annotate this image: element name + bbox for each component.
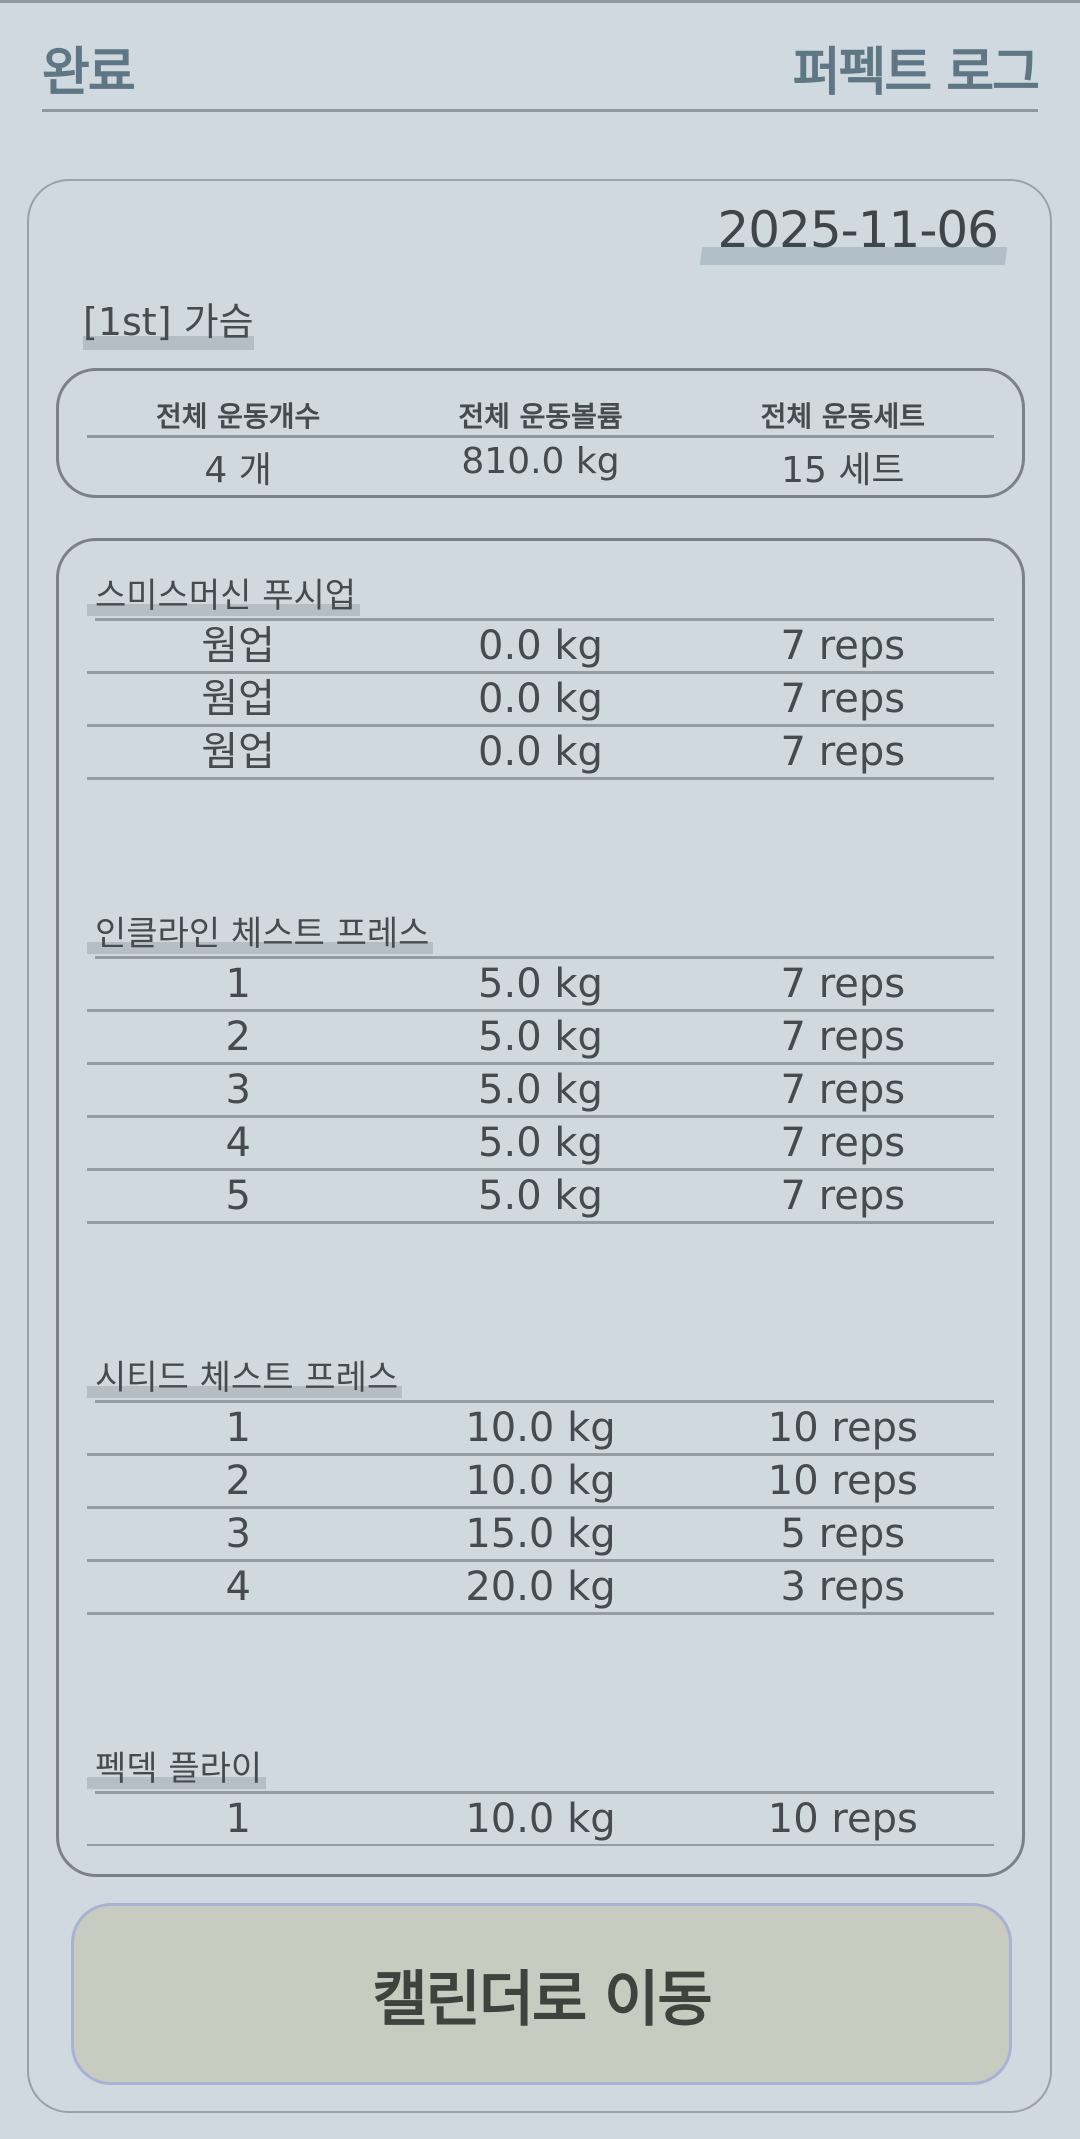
set-row: 웜업 0.0 kg 7 reps xyxy=(87,727,994,780)
set-number: 2 xyxy=(225,1458,251,1504)
set-row: 웜업 0.0 kg 7 reps xyxy=(87,674,994,727)
set-weight: 0.0 kg xyxy=(478,623,603,669)
summary-value-volume: 810.0 kg xyxy=(461,441,620,482)
session-title: [1st] 가슴 xyxy=(83,291,254,350)
app-title: 퍼펙트 로그 xyxy=(792,43,1040,103)
set-reps: 7 reps xyxy=(780,1067,906,1113)
top-header: 완료 퍼펙트 로그 xyxy=(42,43,1040,112)
set-weight: 5.0 kg xyxy=(478,1120,603,1166)
set-reps: 7 reps xyxy=(780,729,906,775)
set-number: 5 xyxy=(225,1173,251,1219)
summary-headers: 전체 운동개수 전체 운동볼륨 전체 운동세트 xyxy=(87,395,994,438)
set-reps: 7 reps xyxy=(780,1120,906,1166)
summary-header-sets: 전체 운동세트 xyxy=(760,400,925,433)
set-weight: 5.0 kg xyxy=(478,1173,603,1219)
go-to-calendar-button[interactable]: 캘린더로 이동 xyxy=(71,1903,1012,2085)
set-weight: 5.0 kg xyxy=(478,961,603,1007)
set-number: 4 xyxy=(225,1564,251,1610)
set-reps: 7 reps xyxy=(780,676,906,722)
summary-value-count: 4 개 xyxy=(204,450,272,491)
summary-header-volume: 전체 운동볼륨 xyxy=(458,400,623,433)
set-reps: 7 reps xyxy=(780,961,906,1007)
set-weight: 20.0 kg xyxy=(465,1564,616,1610)
set-weight: 5.0 kg xyxy=(478,1067,603,1113)
set-number: 2 xyxy=(225,1014,251,1060)
summary-values: 4 개 810.0 kg 15 세트 xyxy=(87,441,994,493)
set-row: 4 20.0 kg 3 reps xyxy=(87,1562,994,1615)
set-number: 웜업 xyxy=(201,676,275,722)
set-row: 4 5.0 kg 7 reps xyxy=(87,1118,994,1171)
exercise-title: 스미스머신 푸시업 xyxy=(87,575,994,621)
set-number: 3 xyxy=(225,1511,251,1557)
exercise-title: 펙덱 플라이 xyxy=(87,1748,994,1794)
set-reps: 7 reps xyxy=(780,1173,906,1219)
set-row: 웜업 0.0 kg 7 reps xyxy=(87,621,994,674)
exercise-section: 인클라인 체스트 프레스 1 5.0 kg 7 reps 2 5.0 kg 7 … xyxy=(87,913,994,1224)
set-reps: 10 reps xyxy=(767,1458,918,1504)
set-reps: 7 reps xyxy=(780,623,906,669)
set-weight: 10.0 kg xyxy=(465,1458,616,1504)
set-weight: 15.0 kg xyxy=(465,1511,616,1557)
set-row: 3 15.0 kg 5 reps xyxy=(87,1509,994,1562)
summary-header-count: 전체 운동개수 xyxy=(156,400,321,433)
set-weight: 10.0 kg xyxy=(465,1405,616,1451)
summary-value-sets: 15 세트 xyxy=(781,450,905,491)
set-number: 웜업 xyxy=(201,623,275,669)
workout-date: 2025-11-06 xyxy=(713,201,1002,259)
set-number: 1 xyxy=(225,961,251,1007)
set-reps: 10 reps xyxy=(767,1405,918,1451)
set-row: 1 10.0 kg 10 reps xyxy=(87,1403,994,1456)
set-reps: 3 reps xyxy=(780,1564,906,1610)
set-number: 3 xyxy=(225,1067,251,1113)
set-weight: 0.0 kg xyxy=(478,676,603,722)
exercise-title: 시티드 체스트 프레스 xyxy=(87,1357,994,1403)
set-row: 2 5.0 kg 7 reps xyxy=(87,1012,994,1065)
set-number: 1 xyxy=(225,1405,251,1451)
set-row: 1 10.0 kg 10 reps xyxy=(87,1794,994,1846)
summary-box: 전체 운동개수 전체 운동볼륨 전체 운동세트 4 개 810.0 kg 15 … xyxy=(56,368,1025,498)
exercise-section: 펙덱 플라이 1 10.0 kg 10 reps 2 10.0 kg 10 re… xyxy=(87,1748,994,1846)
set-weight: 10.0 kg xyxy=(465,1796,616,1842)
set-number: 웜업 xyxy=(201,729,275,775)
exercise-list[interactable]: 스미스머신 푸시업 웜업 0.0 kg 7 reps 웜업 0.0 kg 7 r… xyxy=(56,538,1025,1877)
set-weight: 5.0 kg xyxy=(478,1014,603,1060)
complete-label[interactable]: 완료 xyxy=(42,43,136,103)
set-number: 4 xyxy=(225,1120,251,1166)
set-row: 5 5.0 kg 7 reps xyxy=(87,1171,994,1224)
exercise-title: 인클라인 체스트 프레스 xyxy=(87,913,994,959)
exercise-section: 시티드 체스트 프레스 1 10.0 kg 10 reps 2 10.0 kg … xyxy=(87,1357,994,1615)
set-number: 1 xyxy=(225,1796,251,1842)
exercise-list-scroll[interactable]: 스미스머신 푸시업 웜업 0.0 kg 7 reps 웜업 0.0 kg 7 r… xyxy=(87,575,994,1846)
set-reps: 5 reps xyxy=(780,1511,906,1557)
set-row: 3 5.0 kg 7 reps xyxy=(87,1065,994,1118)
set-weight: 0.0 kg xyxy=(478,729,603,775)
set-row: 2 10.0 kg 10 reps xyxy=(87,1456,994,1509)
set-reps: 10 reps xyxy=(767,1796,918,1842)
exercise-section: 스미스머신 푸시업 웜업 0.0 kg 7 reps 웜업 0.0 kg 7 r… xyxy=(87,575,994,780)
workout-log-card: 2025-11-06 [1st] 가슴 전체 운동개수 전체 운동볼륨 전체 운… xyxy=(27,179,1052,2113)
set-reps: 7 reps xyxy=(780,1014,906,1060)
set-row: 1 5.0 kg 7 reps xyxy=(87,959,994,1012)
